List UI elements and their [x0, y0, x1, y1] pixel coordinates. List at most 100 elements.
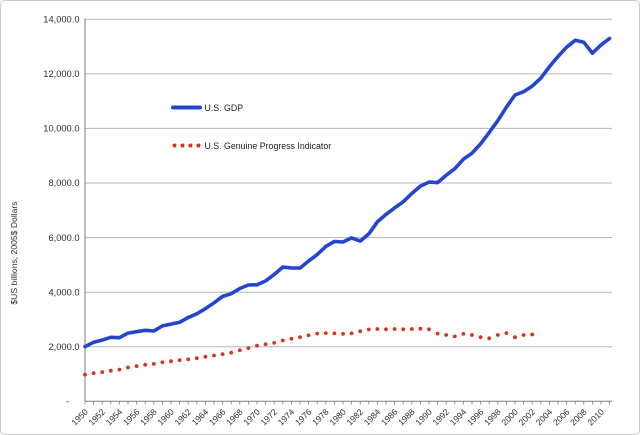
gridlines	[85, 18, 612, 348]
y-tick-label: 8,000.0	[48, 178, 79, 188]
x-tick-label: 1960	[155, 407, 176, 428]
gpi-dot	[289, 336, 294, 341]
gpi-dot	[323, 331, 328, 335]
x-tick-label: 1956	[121, 407, 142, 428]
gpi-dot	[332, 331, 337, 336]
gpi-dot	[478, 335, 483, 340]
y-tick-label: 10,000.0	[43, 124, 79, 134]
gpi-dot	[280, 338, 285, 343]
x-tick-label: 1980	[327, 407, 348, 428]
gpi-dot	[470, 333, 474, 337]
gpi-dot	[186, 357, 191, 362]
gpi-dot	[194, 356, 199, 361]
x-tick-label: 1992	[431, 407, 452, 428]
gpi-dot	[315, 331, 320, 336]
x-tick-label: 1974	[276, 407, 297, 428]
x-tick-label: 1978	[310, 407, 331, 428]
x-tick-label: 1988	[396, 407, 417, 428]
x-tick-label: 1950	[69, 407, 90, 428]
gpi-dot	[392, 327, 397, 331]
gdp-legend-label: U.S. GDP	[205, 103, 244, 113]
gpi-dot	[401, 327, 406, 332]
gpi-dot	[427, 327, 431, 332]
gpi-dot	[495, 333, 500, 337]
x-tick-label: 1986	[379, 407, 400, 428]
gpi-legend-dot	[188, 143, 193, 148]
x-tick-label: 2008	[568, 407, 589, 428]
gpi-dot	[255, 343, 259, 348]
gdp-line	[83, 36, 612, 349]
gpi-dot	[108, 368, 113, 373]
gpi-dot	[246, 346, 251, 350]
x-tick-label: 1952	[87, 407, 108, 428]
gpi-dot	[487, 336, 492, 341]
gpi-dot	[435, 331, 440, 336]
gpi-dot	[229, 350, 234, 355]
gpi-dot	[530, 332, 535, 337]
gpi-dot	[203, 354, 208, 359]
x-tick-label: 2002	[517, 407, 538, 428]
x-tick-label: 1958	[138, 407, 159, 428]
y-tick-label: 6,000.0	[48, 233, 79, 243]
gpi-dot	[375, 327, 380, 331]
gpi-dot	[160, 360, 165, 365]
x-tick-label: 1976	[293, 407, 314, 428]
gpi-dot	[91, 371, 96, 376]
gpi-dot	[134, 364, 139, 368]
gpi-dot	[100, 370, 105, 374]
gpi-dot	[263, 342, 268, 347]
x-tick-label: 1998	[482, 407, 503, 428]
gpi-dot	[349, 331, 354, 336]
axes: - 2,000.0 4,000.0 6,000.0 8,000.0 10,000.0 12,…	[43, 15, 612, 428]
gpi-dot	[177, 358, 182, 362]
gpi-dot	[169, 359, 173, 364]
legend: U.S. GDP U.S. Genuine Progress Indicator	[171, 103, 332, 151]
x-tick-label: 1990	[413, 407, 434, 428]
y-tick-label: 14,000.0	[43, 15, 79, 25]
gpi-dot	[444, 333, 449, 337]
gpi-dot	[126, 365, 130, 370]
gpi-dot	[220, 352, 225, 356]
x-tick-label: 2006	[551, 407, 572, 428]
x-tick-label: 1994	[448, 407, 469, 428]
gpi-dot	[212, 353, 216, 358]
gpi-dot	[409, 327, 414, 331]
gpi-dot	[358, 329, 363, 334]
gpi-legend-dot	[196, 143, 201, 148]
x-tick-label: 1954	[104, 407, 125, 428]
gpi-dot	[272, 341, 277, 345]
y-tick-label: 12,000.0	[43, 69, 79, 79]
gpi-dot	[117, 367, 122, 372]
gpi-dot	[461, 332, 466, 336]
y-axis-title: $US billions, 2005$ Dollars	[9, 201, 19, 304]
gpi-dot	[306, 333, 311, 338]
gpi-legend-dot	[172, 143, 177, 148]
gpi-legend-dot	[180, 143, 185, 148]
gpi-dot	[384, 327, 388, 332]
data-series	[83, 36, 612, 377]
x-tick-label: 2000	[499, 407, 520, 428]
gpi-dot	[341, 332, 345, 336]
y-tick-label: 4,000.0	[48, 287, 79, 297]
y-tick-label: -	[66, 397, 69, 407]
x-tick-label: 1964	[190, 407, 211, 428]
x-tick-label: 1968	[224, 407, 245, 428]
x-tick-label: 1996	[465, 407, 486, 428]
gpi-dot	[513, 335, 517, 340]
x-tick-label: 1972	[259, 407, 280, 428]
gpi-legend-label: U.S. Genuine Progress Indicator	[205, 141, 332, 151]
gpi-dot	[418, 326, 423, 331]
x-tick-label: 1966	[207, 407, 228, 428]
x-tick-label: 1984	[362, 407, 383, 428]
x-tick-label: 1982	[345, 407, 366, 428]
x-tick-label: 2010	[585, 407, 606, 428]
y-tick-label: 2,000.0	[48, 342, 79, 352]
gpi-dot	[151, 362, 156, 366]
x-tick-label: 1970	[241, 407, 262, 428]
x-tick-label: 1962	[173, 407, 194, 428]
gpi-dot	[237, 348, 242, 353]
gpi-dot	[143, 362, 148, 367]
x-tick-label: 2004	[534, 407, 555, 428]
